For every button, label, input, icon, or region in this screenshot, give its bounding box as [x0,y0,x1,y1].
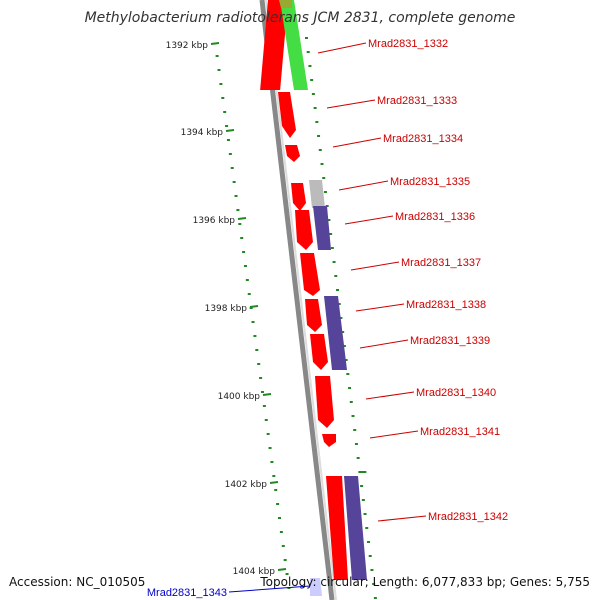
accession-text: Accession: NC_010505 [9,575,146,589]
scale-label: 1394 kbp [181,128,224,138]
gene-label-leader [369,430,419,439]
gene-label[interactable]: Mrad2831_1340 [416,387,496,399]
gene-label-leader [377,515,427,522]
genome-backbone [259,0,335,600]
gene-label-leader [355,303,405,312]
gene-label-leader [338,180,389,191]
gene-feature[interactable] [278,92,296,138]
gene-label-texts: Mrad2831_1332 Mrad2831_1333 Mrad2831_1334 M… [147,38,508,599]
gene-label[interactable]: Mrad2831_1338 [406,299,486,311]
gene-label[interactable]: Mrad2831_1336 [395,211,475,223]
gene-feature[interactable] [344,476,367,580]
gene-feature[interactable] [310,578,322,596]
gene-feature[interactable] [295,210,313,250]
gene-label[interactable]: Mrad2831_1334 [383,133,463,145]
gene-feature[interactable] [305,299,322,332]
gene-label[interactable]: Mrad2831_1339 [410,335,490,347]
genome-backbone-shadow [265,0,337,600]
gene-label-lines [228,42,427,593]
map-title: Methylobacterium radiotolerans JCM 2831,… [84,10,516,26]
gene-feature[interactable] [280,0,308,90]
gene-label-leader [317,42,367,54]
gene-feature[interactable] [279,0,292,8]
scale-label: 1392 kbp [166,41,209,51]
scale-tick [277,568,287,571]
gene-feature[interactable] [326,476,348,580]
gene-label[interactable]: Mrad2831_1343 [147,587,227,599]
forward-strand-features [260,0,348,580]
gene-label-leader [365,391,415,400]
gene-feature[interactable] [315,376,334,428]
gene-label-leader [344,215,394,225]
scale-label: 1396 kbp [193,216,236,226]
gene-label-leader [326,99,376,109]
scale-tick [210,42,220,45]
scale-tick [237,217,247,220]
scale-ticks [210,42,287,571]
gene-label[interactable]: Mrad2831_1335 [390,176,470,188]
gc-plot-dots [215,55,291,589]
gene-label[interactable]: Mrad2831_1333 [377,95,457,107]
scale-label: 1398 kbp [205,304,248,314]
gene-label[interactable]: Mrad2831_1341 [420,426,500,438]
gene-label-leader [228,585,311,593]
gene-feature[interactable] [300,253,320,296]
scale-label: 1400 kbp [218,392,261,402]
gene-label[interactable]: Mrad2831_1332 [368,38,448,50]
gene-label[interactable]: Mrad2831_1337 [401,257,481,269]
gene-label-leader [332,137,382,148]
scale-tick [269,481,279,484]
gene-feature[interactable] [322,434,336,447]
gene-feature[interactable] [291,183,306,211]
gene-feature[interactable] [285,145,300,162]
scale-label: 1402 kbp [225,480,268,490]
gene-feature[interactable] [310,334,328,370]
scale-labels: 1392 kbp 1394 kbp 1396 kbp 1398 kbp 1400 kbp… [166,41,276,577]
gene-feature[interactable] [313,206,331,250]
gene-label-leader [350,261,400,271]
reverse-strand-features [279,0,367,596]
gene-feature[interactable] [309,180,325,208]
gene-feature[interactable] [260,0,288,90]
scale-tick [262,393,272,396]
gene-feature[interactable] [324,296,347,370]
gene-label-leader [359,339,409,349]
scale-tick [249,305,259,308]
scale-tick [225,129,235,132]
scale-label: 1404 kbp [233,567,276,577]
summary-text: Topology: circular; Length: 6,077,833 bp… [260,575,590,589]
gene-label[interactable]: Mrad2831_1342 [428,511,508,523]
